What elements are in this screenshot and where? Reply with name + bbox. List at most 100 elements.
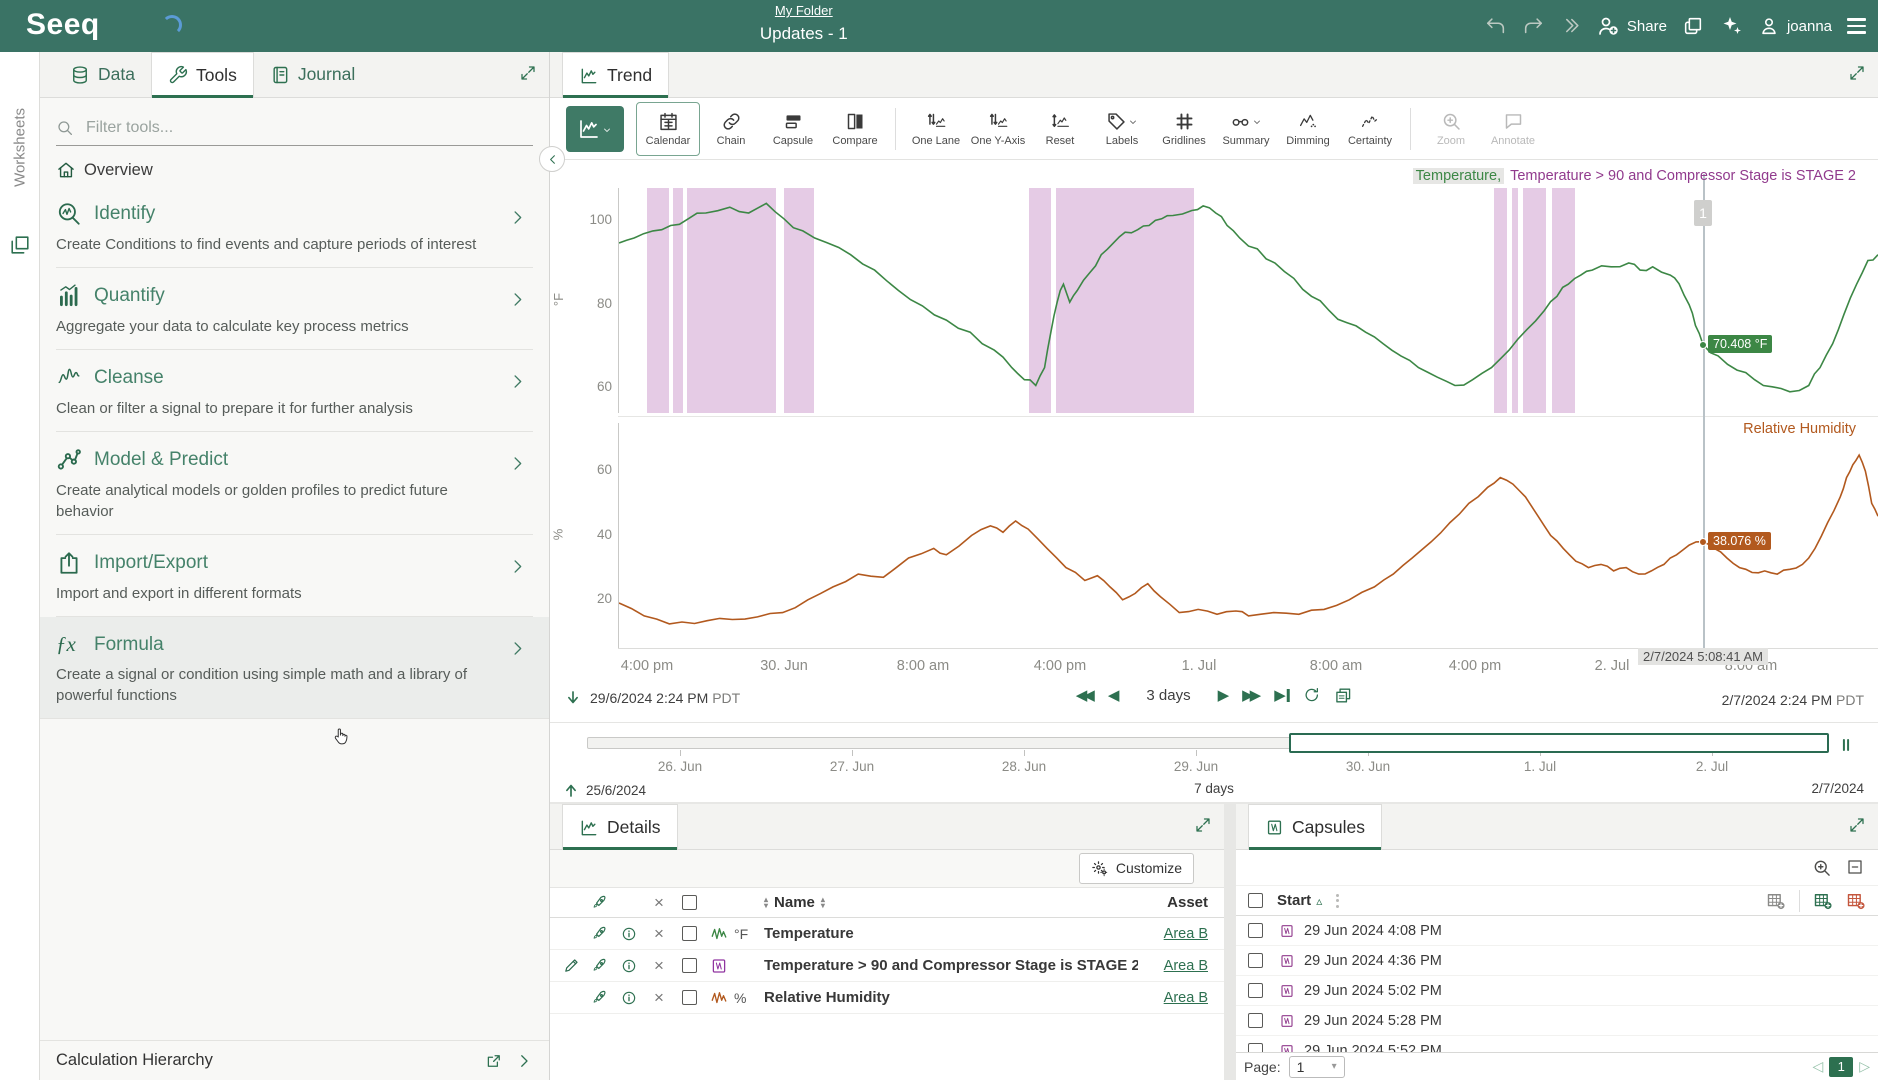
tool-item-quantify[interactable]: QuantifyAggregate your data to calculate… bbox=[56, 268, 533, 350]
refresh-icon[interactable] bbox=[1302, 686, 1320, 704]
capsule-row[interactable]: 29 Jun 2024 5:28 PM bbox=[1236, 1006, 1878, 1036]
start-column-header[interactable]: Start bbox=[1277, 892, 1311, 909]
chart-lane-temperature[interactable] bbox=[618, 188, 1878, 413]
remove-item-icon[interactable]: × bbox=[644, 956, 674, 976]
user-menu[interactable]: joanna bbox=[1758, 15, 1832, 37]
send-to-trend-icon[interactable] bbox=[584, 989, 614, 1006]
step-back-large-button[interactable]: ◀◀ bbox=[1076, 688, 1095, 703]
tab-trend[interactable]: Trend bbox=[562, 52, 669, 97]
certainty-button[interactable]: Certainty bbox=[1339, 102, 1401, 156]
tab-capsules[interactable]: Capsules bbox=[1248, 804, 1382, 849]
forward-all-button[interactable] bbox=[1559, 15, 1581, 37]
tool-item-identify[interactable]: IdentifyCreate Conditions to find events… bbox=[56, 186, 533, 268]
filter-tools-input[interactable] bbox=[84, 118, 464, 138]
next-page-button[interactable]: ▷ bbox=[1859, 1058, 1870, 1075]
row-checkbox[interactable] bbox=[682, 958, 697, 973]
column-menu-icon[interactable] bbox=[1336, 894, 1339, 908]
details-row[interactable]: ×°FTemperatureArea B bbox=[550, 918, 1224, 950]
dimming-button[interactable]: Dimming bbox=[1277, 102, 1339, 156]
arrow-up-icon[interactable] bbox=[562, 781, 580, 799]
capsule-checkbox[interactable] bbox=[1248, 923, 1263, 938]
remove-item-icon[interactable]: × bbox=[644, 924, 674, 944]
tool-item-cleanse[interactable]: CleanseClean or filter a signal to prepa… bbox=[56, 350, 533, 432]
overview-item[interactable]: Overview bbox=[40, 146, 549, 186]
compare-button[interactable]: Compare bbox=[824, 102, 886, 156]
legend-item[interactable]: Temperature, bbox=[1413, 168, 1504, 184]
step-back-button[interactable]: ◀ bbox=[1108, 688, 1120, 703]
capsule-row[interactable]: 29 Jun 2024 4:08 PM bbox=[1236, 916, 1878, 946]
gridlines-button[interactable]: Gridlines bbox=[1153, 102, 1215, 156]
lane2-legend[interactable]: Relative Humidity bbox=[1743, 421, 1856, 437]
share-button[interactable]: Share bbox=[1596, 14, 1667, 38]
undo-button[interactable] bbox=[1485, 15, 1507, 37]
slider-grip[interactable] bbox=[1836, 735, 1856, 755]
select-all-checkbox[interactable] bbox=[682, 895, 697, 910]
capsule-checkbox[interactable] bbox=[1248, 953, 1263, 968]
row-checkbox[interactable] bbox=[682, 990, 697, 1005]
arrow-down-icon[interactable] bbox=[564, 689, 582, 707]
expand-details-icon[interactable] bbox=[1194, 816, 1212, 834]
jump-to-end-button[interactable]: ▶ bbox=[1274, 688, 1289, 703]
sort-icon[interactable]: ▴▾ bbox=[821, 897, 825, 909]
zoom-to-capsule-icon[interactable] bbox=[1812, 858, 1832, 878]
step-forward-button[interactable]: ▶ bbox=[1218, 688, 1230, 703]
capsule-button[interactable]: Capsule bbox=[762, 102, 824, 156]
details-row[interactable]: ×Temperature > 90 and Compressor Stage i… bbox=[550, 950, 1224, 982]
redo-button[interactable] bbox=[1522, 15, 1544, 37]
remove-all-icon[interactable]: × bbox=[644, 893, 674, 913]
send-to-trend-icon[interactable] bbox=[584, 957, 614, 974]
tab-journal[interactable]: Journal bbox=[254, 52, 371, 97]
row-checkbox[interactable] bbox=[682, 926, 697, 941]
chart-type-button[interactable] bbox=[566, 106, 624, 152]
add-signal-column-icon[interactable] bbox=[1813, 891, 1833, 911]
trend-chart[interactable]: Temperature, Temperature > 90 and Compres… bbox=[550, 160, 1878, 678]
page-select[interactable]: 1▾ bbox=[1289, 1056, 1345, 1078]
hamburger-menu[interactable] bbox=[1847, 18, 1866, 33]
summary-button[interactable]: Summary bbox=[1215, 102, 1277, 156]
chart-lane-relative-humidity[interactable] bbox=[618, 423, 1878, 648]
reset-button[interactable]: Reset bbox=[1029, 102, 1091, 156]
send-all-icon[interactable] bbox=[584, 894, 614, 911]
collapse-panel-button[interactable] bbox=[539, 146, 565, 172]
capsule-checkbox[interactable] bbox=[1248, 983, 1263, 998]
asset-column-header[interactable]: Asset bbox=[1138, 894, 1224, 911]
expand-trend-icon[interactable] bbox=[1848, 64, 1866, 82]
add-column-icon[interactable] bbox=[1766, 891, 1786, 911]
capsule-checkbox[interactable] bbox=[1248, 1013, 1263, 1028]
step-forward-large-button[interactable]: ▶▶ bbox=[1242, 688, 1261, 703]
legend-item[interactable]: Temperature > 90 and Compressor Stage is… bbox=[1510, 168, 1856, 184]
labels-button[interactable]: Labels bbox=[1091, 102, 1153, 156]
duplicate-worksheet-button[interactable] bbox=[1682, 15, 1704, 37]
prev-page-button[interactable]: ◁ bbox=[1812, 1058, 1823, 1075]
item-info-icon[interactable] bbox=[614, 926, 644, 942]
tool-item-import-export[interactable]: Import/ExportImport and export in differ… bbox=[56, 535, 533, 617]
expand-capsules-icon[interactable] bbox=[1848, 816, 1866, 834]
calendar-button[interactable]: Calendar bbox=[636, 102, 700, 156]
expand-left-panel-icon[interactable] bbox=[519, 64, 537, 82]
send-to-trend-icon[interactable] bbox=[584, 925, 614, 942]
tool-item-formula[interactable]: ƒxFormulaCreate a signal or condition us… bbox=[40, 617, 549, 719]
copy-range-icon[interactable] bbox=[1333, 686, 1352, 705]
capsule-row[interactable]: 29 Jun 2024 4:36 PM bbox=[1236, 946, 1878, 976]
current-page[interactable]: 1 bbox=[1829, 1057, 1853, 1077]
chain-button[interactable]: Chain bbox=[700, 102, 762, 156]
breadcrumb[interactable]: My Folder bbox=[775, 3, 833, 18]
remove-item-icon[interactable]: × bbox=[644, 988, 674, 1008]
details-row[interactable]: ×%Relative HumidityArea B bbox=[550, 982, 1224, 1014]
asset-link[interactable]: Area B bbox=[1164, 990, 1208, 1006]
select-all-capsules-checkbox[interactable] bbox=[1248, 893, 1263, 908]
slider-selected-range[interactable] bbox=[1289, 733, 1829, 753]
customize-button[interactable]: Customize bbox=[1079, 853, 1194, 883]
lane1-legend[interactable]: Temperature, Temperature > 90 and Compres… bbox=[1413, 168, 1856, 184]
collapse-columns-icon[interactable] bbox=[1846, 858, 1864, 876]
external-link-icon[interactable] bbox=[485, 1051, 503, 1070]
ai-assistant-button[interactable] bbox=[1719, 14, 1743, 38]
add-condition-column-icon[interactable] bbox=[1846, 891, 1866, 911]
asset-link[interactable]: Area B bbox=[1164, 958, 1208, 974]
sort-icon[interactable]: ▴▾ bbox=[764, 897, 768, 909]
tab-tools[interactable]: Tools bbox=[151, 52, 254, 97]
capsule-row[interactable]: 29 Jun 2024 5:02 PM bbox=[1236, 976, 1878, 1006]
chevron-right-icon[interactable] bbox=[515, 1051, 533, 1070]
tool-item-model-predict[interactable]: Model & PredictCreate analytical models … bbox=[56, 432, 533, 535]
tab-data[interactable]: Data bbox=[54, 52, 151, 97]
